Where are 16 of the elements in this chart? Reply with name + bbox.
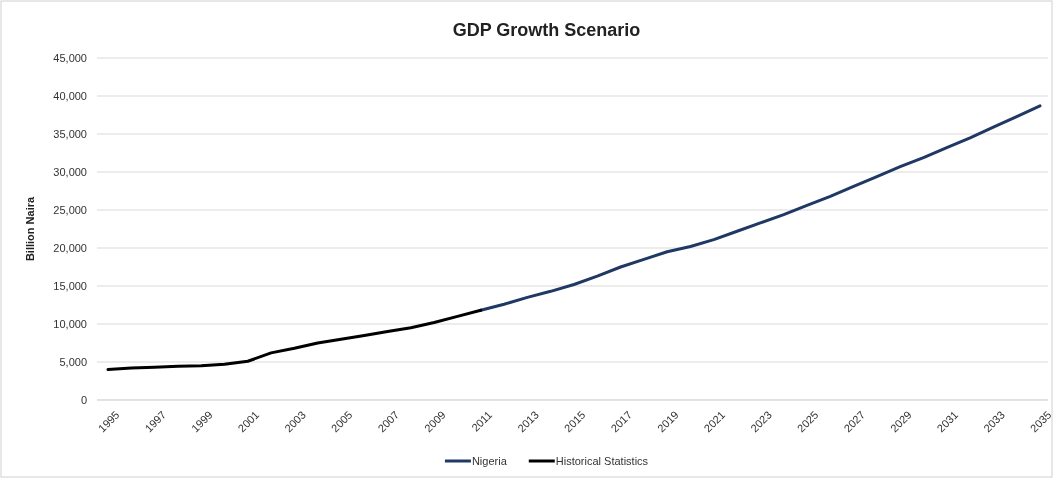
legend-label: Historical Statistics xyxy=(555,455,649,467)
y-tick-label: 15,000 xyxy=(53,280,87,293)
y-tick-label: 35,000 xyxy=(53,128,87,141)
y-tick-label: 10,000 xyxy=(53,318,87,331)
y-axis-title: Billion Naira xyxy=(24,196,36,262)
y-tick-label: 25,000 xyxy=(53,204,87,217)
y-tick-label: 40,000 xyxy=(53,90,87,103)
y-tick-label: 45,000 xyxy=(53,52,87,65)
line-series xyxy=(106,308,483,372)
y-tick-label: 0 xyxy=(80,394,87,407)
legend-label: Nigeria xyxy=(471,455,508,467)
chart-title: GDP Growth Scenario xyxy=(452,20,641,40)
y-tick-label: 30,000 xyxy=(53,166,87,179)
line-series xyxy=(479,104,1042,312)
y-tick-label: 20,000 xyxy=(53,242,87,255)
y-tick-label: 5,000 xyxy=(59,356,87,369)
